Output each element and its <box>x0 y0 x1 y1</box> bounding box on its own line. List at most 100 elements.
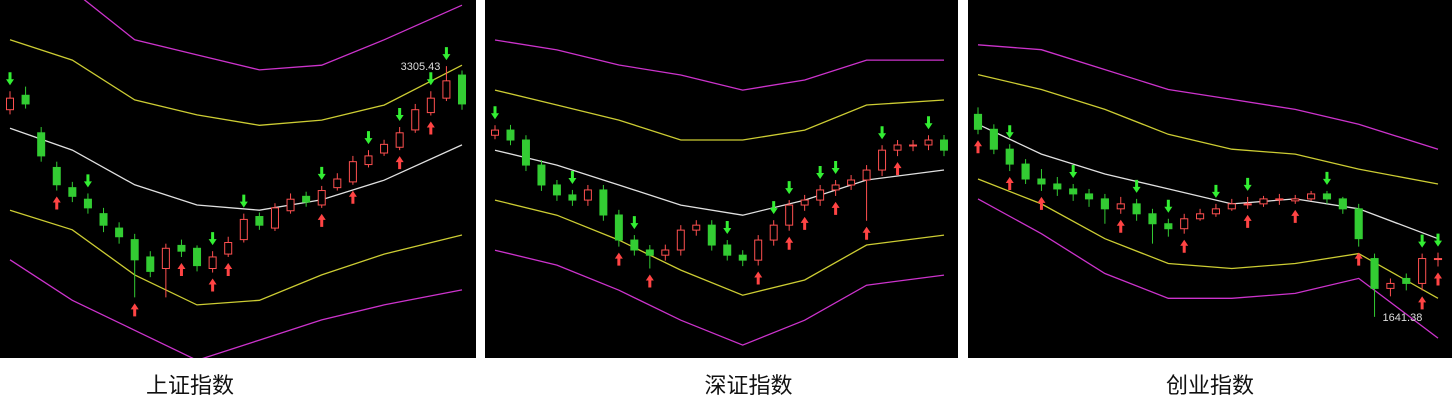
buy-arrow <box>1005 177 1014 191</box>
candle-body <box>800 199 809 206</box>
sell-arrow <box>568 170 577 184</box>
candle-body <box>1180 218 1189 230</box>
candle-body <box>661 249 670 256</box>
candle-body <box>738 254 747 261</box>
candle-body <box>1354 208 1363 240</box>
band-line <box>494 149 945 216</box>
band-line <box>977 44 1439 150</box>
sell-arrow <box>1434 233 1442 247</box>
sell-arrow <box>491 106 499 120</box>
sell-arrow <box>1005 125 1014 139</box>
buy-arrow <box>177 262 186 276</box>
chart-caption: 上证指数 <box>146 374 234 399</box>
sell-arrow <box>1069 164 1078 178</box>
candle-body <box>333 178 342 189</box>
buy-arrow <box>224 262 233 276</box>
sell-arrow <box>83 174 92 188</box>
band-line <box>83 0 463 71</box>
candle-body <box>676 229 685 251</box>
candle-body <box>426 97 435 114</box>
band-line <box>494 249 945 346</box>
candle-body <box>208 256 217 269</box>
buy-arrow <box>862 226 871 240</box>
candle-body <box>568 194 577 201</box>
candle-body <box>583 189 592 201</box>
sell-arrow <box>239 194 248 208</box>
buy-arrow <box>52 196 61 210</box>
buy-arrow <box>974 140 982 154</box>
buy-arrow <box>426 121 435 135</box>
buy-arrow <box>800 216 809 230</box>
sell-arrow <box>1211 184 1220 198</box>
band-line <box>494 39 944 91</box>
candle-body <box>1069 188 1078 195</box>
candle-body <box>552 184 561 196</box>
sell-arrow <box>878 126 887 140</box>
candle-body <box>973 113 983 130</box>
chart-caption: 深证指数 <box>704 374 792 399</box>
buy-arrow <box>1354 252 1363 266</box>
candle-body <box>68 187 77 197</box>
candle-body <box>1418 258 1427 284</box>
sell-arrow <box>1243 177 1252 191</box>
candle-body <box>878 149 887 171</box>
candle-body <box>239 218 248 241</box>
band-line <box>9 259 463 358</box>
candle-body <box>1132 203 1141 215</box>
panel-background <box>0 0 476 358</box>
candle-body <box>302 195 311 203</box>
candle-body <box>754 239 763 261</box>
candle-body <box>1211 208 1221 215</box>
candle-body <box>348 161 357 183</box>
candle-body <box>1100 198 1109 210</box>
sell-arrow <box>769 201 778 215</box>
buy-arrow <box>1116 219 1125 233</box>
buy-arrow <box>1291 209 1300 223</box>
candle-body <box>816 189 825 201</box>
buy-arrow <box>1434 272 1442 286</box>
sell-arrow <box>924 116 933 130</box>
buy-arrow <box>1180 239 1189 253</box>
sell-arrow <box>630 216 639 230</box>
buy-arrow <box>317 213 326 227</box>
sell-arrow <box>1164 199 1173 213</box>
candle-body <box>1275 198 1284 201</box>
buy-arrow <box>1243 214 1252 228</box>
buy-arrow <box>614 252 623 266</box>
candle-body <box>177 244 186 252</box>
candle-body <box>1164 223 1173 230</box>
buy-arrow <box>348 190 357 204</box>
chart-panel: 3305.43 上证指数 <box>0 0 476 399</box>
candle-body <box>1338 198 1347 210</box>
sell-arrow <box>442 47 451 61</box>
candle-body <box>411 109 420 131</box>
sell-arrow <box>1418 234 1427 248</box>
candle-body <box>645 249 654 256</box>
candle-body <box>21 94 30 105</box>
candle-body <box>146 256 155 272</box>
sell-arrow <box>6 72 14 86</box>
sell-arrow <box>208 232 217 246</box>
candle-body <box>224 242 233 255</box>
sell-arrow <box>785 181 794 195</box>
candle-body <box>599 189 608 216</box>
panel-background <box>485 0 958 358</box>
candle-body <box>255 216 264 226</box>
candle-body <box>924 139 933 146</box>
candle-body <box>457 74 467 105</box>
candle-body <box>989 128 998 150</box>
candle-body <box>862 169 871 181</box>
sell-arrow <box>831 160 840 174</box>
buy-arrow <box>893 162 902 176</box>
buy-arrow <box>785 236 794 250</box>
candle-body <box>909 144 918 147</box>
sell-arrow <box>1322 171 1331 185</box>
candle-body <box>491 129 499 136</box>
candle-body <box>270 207 279 229</box>
candle-body <box>442 80 451 99</box>
candle-body <box>83 198 92 209</box>
candle-body <box>769 224 778 241</box>
buy-arrow <box>395 156 404 170</box>
sell-arrow <box>426 72 435 86</box>
candle-body <box>364 155 373 166</box>
